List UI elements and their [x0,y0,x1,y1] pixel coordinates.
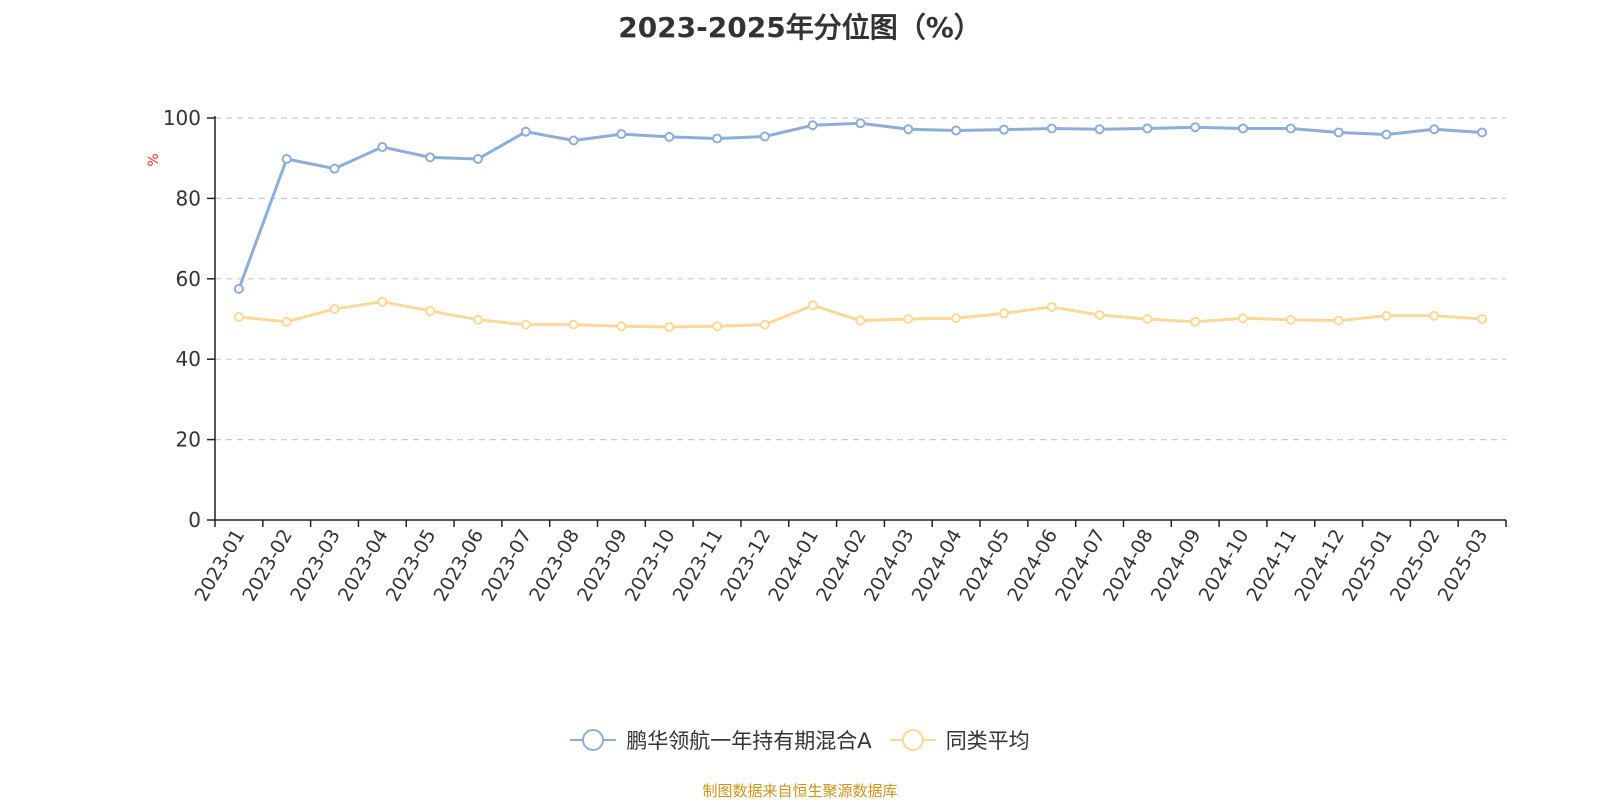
data-point-0 [281,154,292,165]
data-point-0 [425,152,436,163]
data-point-1 [1190,316,1201,327]
data-point-1 [807,300,818,311]
legend-swatch-fund-icon [570,729,617,751]
data-point-1 [903,314,914,324]
series-line-0 [237,121,1483,290]
data-point-0 [951,125,962,136]
data-point-1 [759,319,770,330]
data-point-0 [1046,123,1057,134]
data-point-0 [1238,123,1249,134]
data-point-0 [903,124,914,135]
y-tick-label: 80 [176,186,201,210]
data-point-1 [472,314,483,325]
data-point-1 [1429,310,1440,321]
data-point-0 [807,120,818,131]
legend-item-category-average[interactable]: 同类平均 [889,725,1030,755]
data-point-0 [855,118,866,129]
data-point-1 [1046,301,1057,312]
data-point-0 [233,283,244,294]
data-point-1 [377,296,388,307]
y-tick-label: 20 [176,428,201,452]
data-point-1 [520,319,531,330]
data-point-1 [855,315,866,326]
y-axis-unit: % [146,153,162,166]
legend-swatch-circle-average [901,729,924,751]
data-point-0 [664,131,675,142]
data-point-0 [1094,124,1105,135]
data-point-1 [1381,310,1392,321]
chart-title: 2023-2025年分位图（%） [618,11,982,44]
data-point-0 [1333,127,1344,138]
data-point-0 [1381,129,1392,140]
legend-swatch-average-icon [889,729,936,751]
data-point-1 [664,322,675,333]
legend-label-fund: 鹏华领航一年持有期混合A [626,729,872,753]
data-point-1 [1142,314,1153,324]
data-point-0 [472,154,483,165]
data-point-0 [616,129,627,140]
data-point-1 [233,311,244,322]
data-point-1 [616,321,627,332]
y-tick-label: 60 [176,267,201,291]
data-point-0 [1429,124,1440,135]
data-point-0 [1142,123,1153,134]
data-point-0 [1190,122,1201,133]
series-layer [233,118,1488,333]
data-source-note: 制图数据来自恒生聚源数据库 [702,782,898,800]
axis-layer: 0204060801002023-012023-022023-032023-04… [163,106,1507,605]
data-point-0 [759,131,770,142]
data-point-0 [998,124,1009,135]
data-point-0 [520,126,531,137]
legend: 鹏华领航一年持有期混合A 同类平均 [0,725,1600,755]
data-point-1 [1285,314,1296,325]
y-tick-label: 100 [163,106,201,130]
data-point-1 [1333,315,1344,326]
legend-item-fund[interactable]: 鹏华领航一年持有期混合A [570,725,872,755]
data-point-0 [377,141,388,152]
legend-label-average: 同类平均 [945,729,1030,753]
data-point-1 [1094,309,1105,320]
data-point-0 [1285,123,1296,134]
grid-layer [215,117,1506,441]
data-point-0 [1477,127,1488,138]
data-point-1 [281,316,292,327]
legend-swatch-circle-fund [582,729,605,751]
data-point-0 [568,135,579,146]
data-point-1 [425,305,436,316]
data-point-1 [329,303,340,314]
y-tick-label: 0 [188,508,201,532]
data-point-1 [568,319,579,330]
data-point-1 [1238,313,1249,324]
data-point-1 [951,313,962,324]
line-chart: 0204060801002023-012023-022023-032023-04… [146,106,1507,605]
data-point-1 [998,308,1009,319]
data-point-0 [712,133,723,144]
y-tick-label: 40 [176,347,201,371]
data-point-1 [1477,314,1488,324]
data-point-1 [712,321,723,332]
data-point-0 [329,163,340,174]
